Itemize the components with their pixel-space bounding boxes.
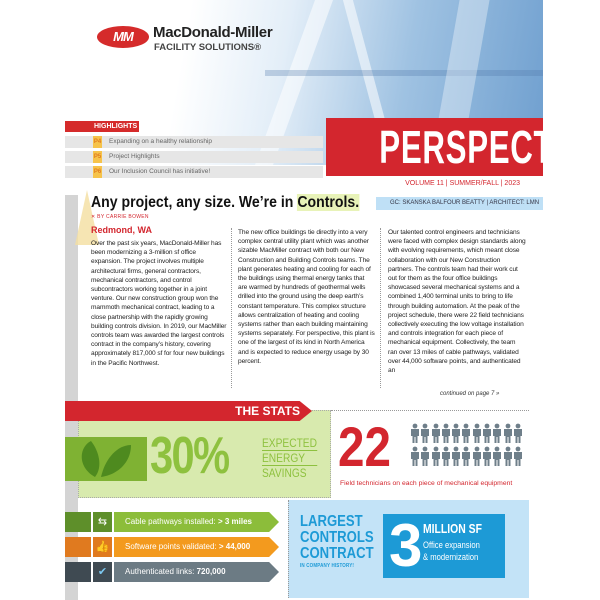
largest-contract-label: LARGEST CONTROLS CONTRACT IN COMPANY HISTOR… <box>300 513 374 570</box>
logo: MM <box>97 26 149 48</box>
person-icon <box>411 423 419 443</box>
thumbs-up-icon: 👍 <box>93 537 112 557</box>
person-icon <box>421 423 430 443</box>
person-icon <box>503 423 512 443</box>
brand-name: MacDonald-Miller <box>153 24 273 41</box>
person-icon <box>513 446 522 466</box>
article-column-1: Over the past six years, MacDonald-Mille… <box>91 240 227 367</box>
person-icon <box>431 423 440 443</box>
location: Redmond, WA <box>91 225 152 235</box>
decorative-letter <box>75 190 99 245</box>
technician-caption: Field technicians on each piece of mecha… <box>340 480 513 487</box>
highlight-item[interactable]: P6 Our Inclusion Council has initiative! <box>65 166 323 178</box>
person-icon <box>462 423 471 443</box>
energy-label: EXPECTED ENERGY SAVINGS <box>262 436 317 480</box>
person-icon <box>452 423 461 443</box>
person-icon <box>493 423 502 443</box>
highlights-title: HIGHLIGHTS <box>65 121 139 132</box>
article-column-2: The new office buildings tie directly in… <box>238 229 375 365</box>
divider <box>331 410 529 411</box>
check-icon: ✔ <box>93 562 112 582</box>
person-icon <box>411 446 419 466</box>
brand-subtitle: FACILITY SOLUTIONS® <box>154 42 262 53</box>
column-divider <box>380 228 381 388</box>
stats-title: THE STATS <box>65 401 312 421</box>
person-icon <box>441 423 450 443</box>
person-icon <box>462 446 471 466</box>
page-number: P6 <box>93 166 102 178</box>
page-number: P5 <box>93 151 102 163</box>
person-icon <box>513 423 522 443</box>
article-column-3: Our talented control engineers and techn… <box>388 229 526 375</box>
article-title: Any project, any size. We’re in Controls… <box>91 194 360 211</box>
person-icon <box>452 446 461 466</box>
person-icon <box>421 446 430 466</box>
arrows-icon: ⇆ <box>93 512 112 532</box>
highlight-item[interactable]: P4 Expanding on a healthy relationship <box>65 136 323 148</box>
credits-bar: GC: SKANSKA BALFOUR BEATTY | ARCHITECT: … <box>376 197 543 210</box>
person-icon <box>472 446 481 466</box>
person-icon <box>493 446 502 466</box>
masthead: PERSPECTIVE <box>326 118 543 176</box>
side-strip <box>65 195 78 600</box>
person-icon <box>431 446 440 466</box>
continued-link[interactable]: continued on page 7 » <box>440 391 500 397</box>
people-icons <box>410 423 528 469</box>
leaf-icon <box>65 437 147 481</box>
million-sf-box: 3 MILLION SF Office expansion & moderniza… <box>383 514 505 578</box>
highlight-label: Our Inclusion Council has initiative! <box>109 168 211 175</box>
technician-count: 22 <box>338 415 391 478</box>
person-icon <box>472 423 481 443</box>
person-icon <box>503 446 512 466</box>
highlight-label: Expanding on a healthy relationship <box>109 138 212 145</box>
person-icon <box>483 446 492 466</box>
column-divider <box>231 228 232 388</box>
highlight-item[interactable]: P5 Project Highlights <box>65 151 323 163</box>
energy-percent: 30% <box>150 427 230 485</box>
person-icon <box>441 446 450 466</box>
person-icon <box>483 423 492 443</box>
page-number: P4 <box>93 136 102 148</box>
issue-info: VOLUME 11 | SUMMER/FALL | 2023 <box>405 180 520 187</box>
byline: ✕ BY CARRIE BOWEN <box>91 214 149 220</box>
highlight-label: Project Highlights <box>109 153 160 160</box>
